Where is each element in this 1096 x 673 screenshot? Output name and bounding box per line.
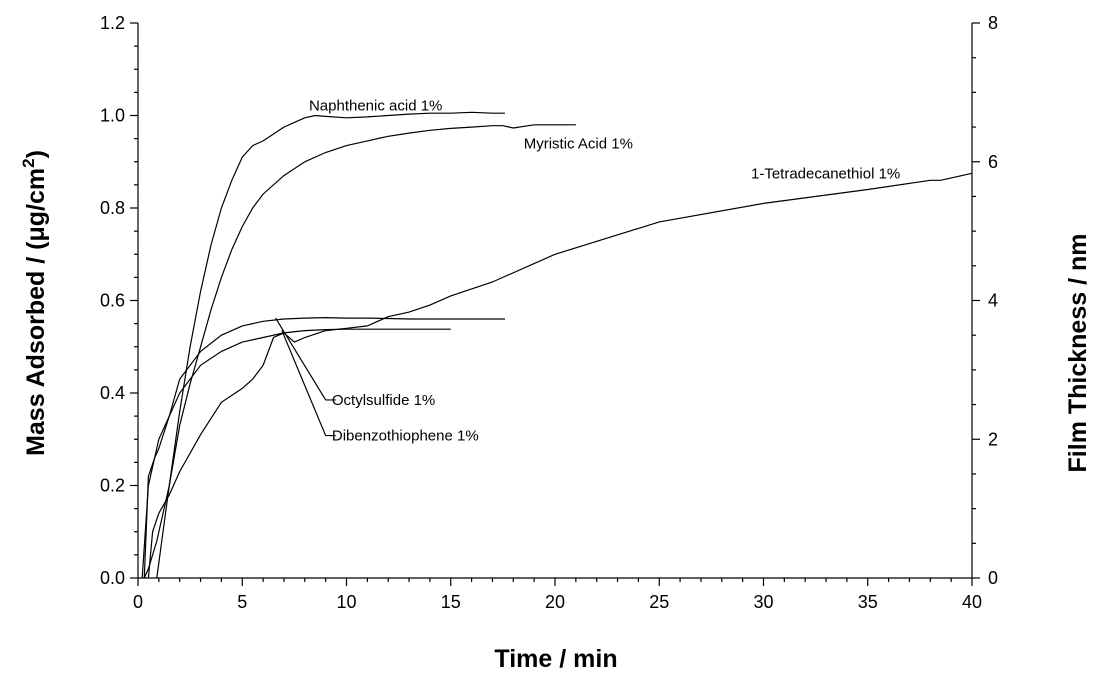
x-tick-label: 40 [962,592,982,612]
y-tick-label: 0.0 [100,568,125,588]
y-axis-title-end: ) [22,150,50,158]
annotation-leader-line [281,330,336,437]
annotation-label: Dibenzothiophene 1% [332,428,479,445]
x-axis-title: Time / min [494,645,617,673]
y2-tick-label: 8 [988,13,998,33]
series-line-3 [147,172,973,579]
y2-tick-label: 2 [988,429,998,449]
annotation-label: Octylsulfide 1% [332,392,435,409]
y-tick-label: 0.2 [100,476,125,496]
axes: 0 5 10 15 20 25 30 35 40 0.0 0.2 0.4 0.6 0.8 1.0 1.2 0 2 4… [100,13,998,612]
y-tick-label: 0.6 [100,291,125,311]
x-tick-label: 5 [237,592,247,612]
y-axis-title: Mass Adsorbed / (μg/cm2) [19,150,50,456]
y-tick-label: 1.0 [100,106,125,126]
x-tick-label: 35 [858,592,878,612]
y-axis-title-main: Mass Adsorbed / (μg/cm [22,168,50,456]
y-tick-label: 0.4 [100,383,125,403]
y2-axis-title: Film Thickness / nm [1064,234,1092,473]
y2-tick-label: 0 [988,568,998,588]
series-line-2 [156,124,576,579]
series-line-1 [143,111,505,579]
annotation-leader-line [275,317,336,401]
x-tick-label: 25 [649,592,669,612]
y-tick-label: 1.2 [100,13,125,33]
x-tick-label: 30 [753,592,773,612]
series-line-5 [141,328,451,579]
x-tick-label: 0 [133,592,143,612]
y2-tick-label: 6 [988,152,998,172]
annotation-layer: Naphthenic acid 1% Myristic Acid 1% 1-Tetr… [275,97,900,445]
annotation-label: 1-Tetradecanethiol 1% [751,165,900,182]
y2-tick-label: 4 [988,291,998,311]
y-tick-label: 0.8 [100,198,125,218]
x-tick-label: 15 [441,592,461,612]
series-line-4 [143,316,505,579]
x-tick-label: 10 [336,592,356,612]
x-tick-label: 20 [545,592,565,612]
series-layer [141,111,973,579]
y-axis-title-superscript: 2 [19,158,38,167]
annotation-label: Myristic Acid 1% [524,135,633,152]
annotation-label: Naphthenic acid 1% [309,97,442,114]
